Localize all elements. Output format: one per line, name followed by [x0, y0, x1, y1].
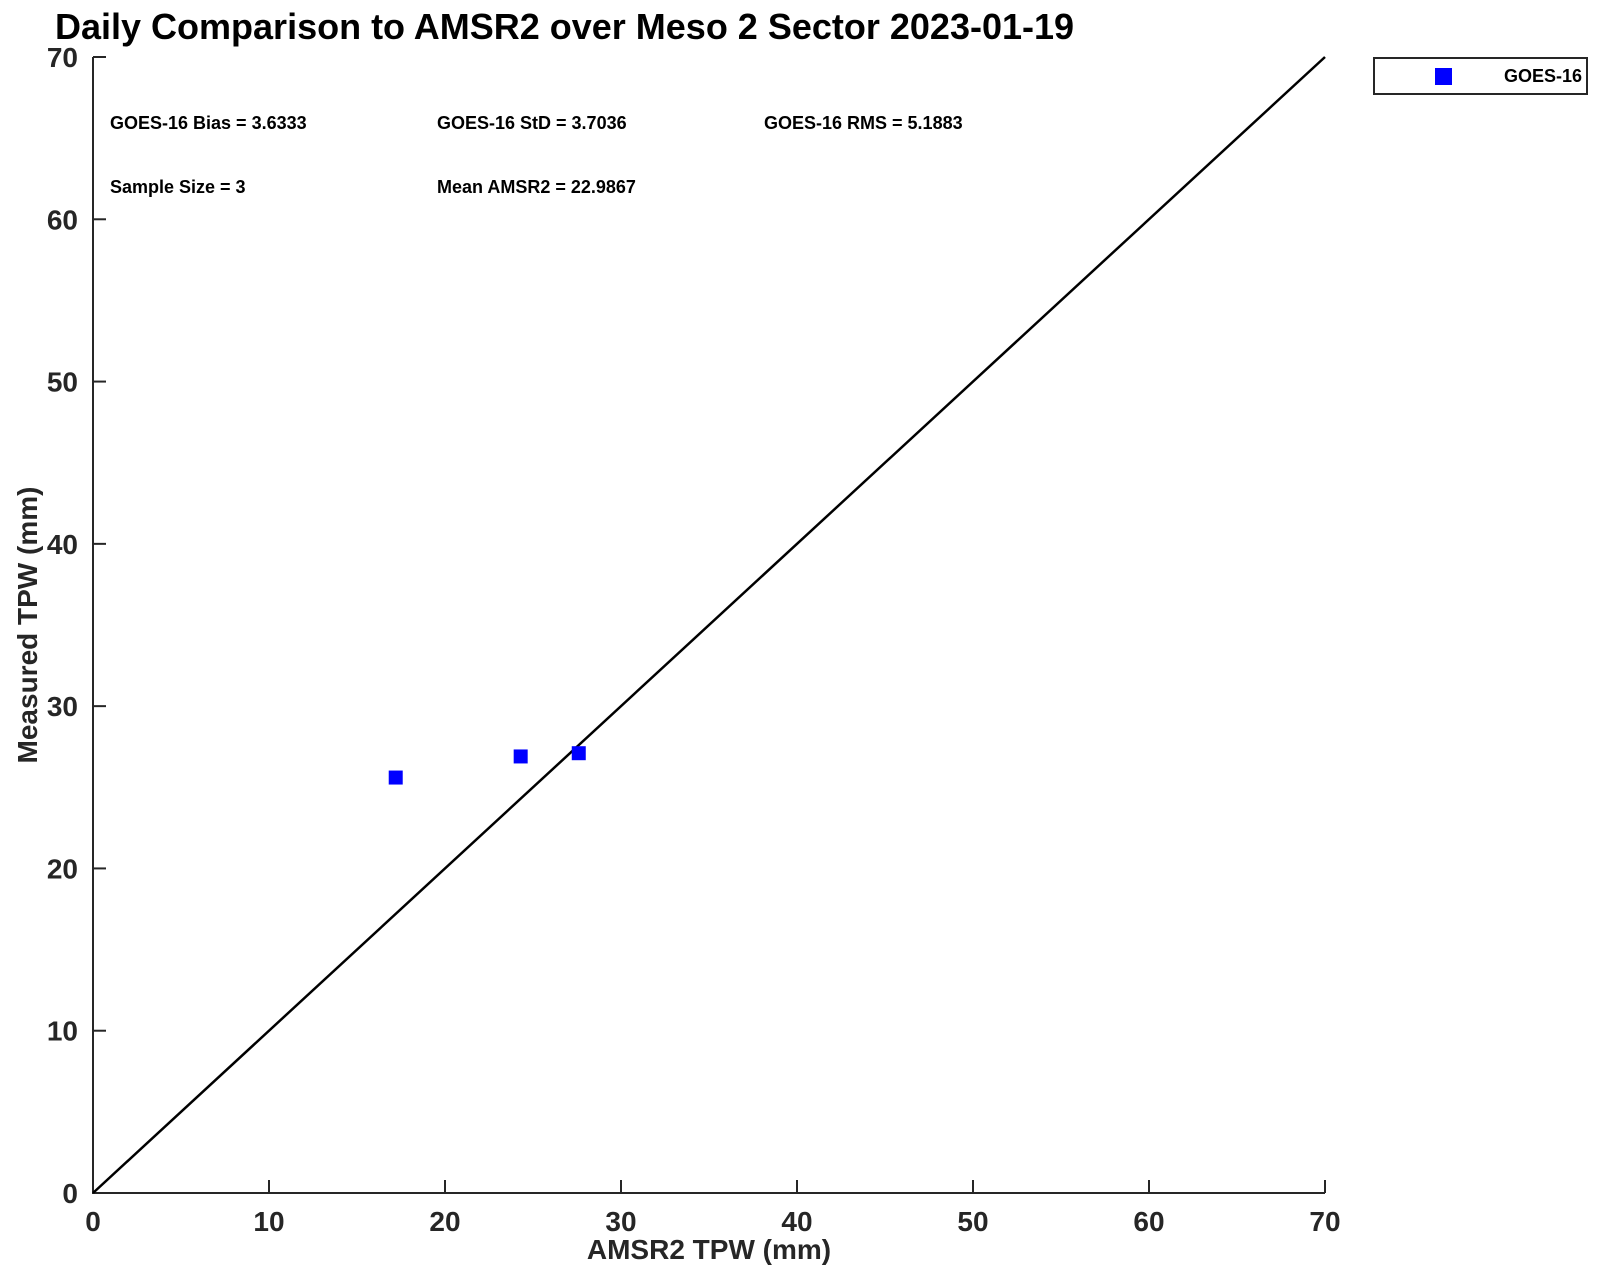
y-tick-label: 10 — [47, 1016, 78, 1047]
x-tick-label: 70 — [1309, 1206, 1340, 1237]
y-tick-label: 0 — [62, 1178, 78, 1209]
y-axis-label: Measured TPW (mm) — [12, 486, 43, 764]
identity-line — [92, 56, 1326, 1194]
y-tick-label: 20 — [47, 853, 78, 884]
y-tick-label: 40 — [47, 529, 78, 560]
legend: GOES-16 — [1373, 57, 1588, 95]
x-tick-label: 30 — [605, 1206, 636, 1237]
stat-sample-size: Sample Size = 3 — [110, 177, 246, 197]
x-tick-label: 40 — [781, 1206, 812, 1237]
x-tick-label: 0 — [85, 1206, 101, 1237]
legend-label: GOES-16 — [1504, 65, 1583, 86]
stat-mean-amsr2: Mean AMSR2 = 22.9867 — [437, 177, 636, 197]
x-tick-label: 60 — [1133, 1206, 1164, 1237]
stat-bias: GOES-16 Bias = 3.6333 — [110, 113, 307, 133]
chart-title: Daily Comparison to AMSR2 over Meso 2 Se… — [55, 6, 1075, 47]
goes16-square-marker-icon — [1435, 67, 1452, 85]
x-tick-label: 20 — [429, 1206, 460, 1237]
y-tick-label: 30 — [47, 691, 78, 722]
data-point-goes-16 — [513, 749, 528, 764]
x-tick-label: 10 — [253, 1206, 284, 1237]
data-point-goes-16 — [388, 770, 403, 785]
stat-std: GOES-16 StD = 3.7036 — [437, 113, 627, 133]
x-tick-label: 50 — [957, 1206, 988, 1237]
y-tick-label: 60 — [47, 204, 78, 235]
x-axis-label: AMSR2 TPW (mm) — [586, 1234, 832, 1265]
data-point-goes-16 — [571, 746, 586, 761]
stat-rms: GOES-16 RMS = 5.1883 — [764, 113, 963, 133]
y-tick-label: 70 — [47, 42, 78, 73]
y-tick-label: 50 — [47, 367, 78, 398]
